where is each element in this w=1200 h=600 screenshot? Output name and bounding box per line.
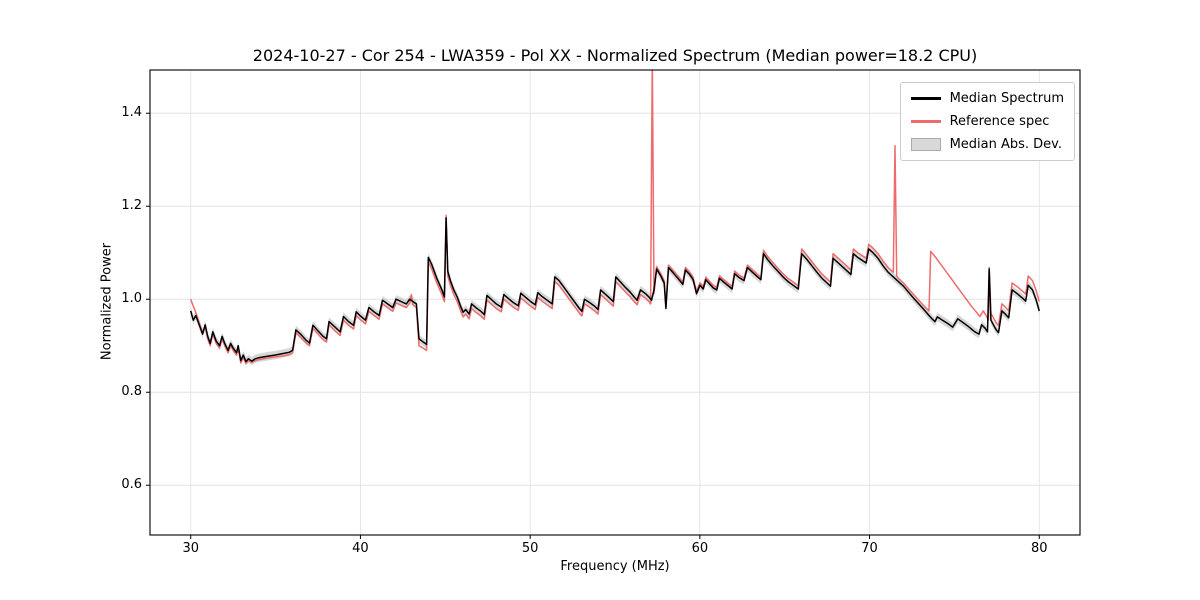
legend-entry: Median Spectrum: [910, 90, 1064, 107]
legend-line-sample: [910, 120, 941, 123]
legend-label: Median Spectrum: [949, 91, 1064, 106]
y-tick-label-1.2: 1.2: [121, 198, 142, 214]
legend-entry: Reference spec: [910, 113, 1064, 130]
legend-label: Reference spec: [949, 114, 1050, 129]
legend-label: Median Abs. Dev.: [949, 137, 1063, 152]
y-tick-label-0.6: 0.6: [121, 477, 142, 493]
legend: Median Spectrum Reference spec Median Abs.…: [899, 82, 1075, 161]
x-tick-label-80: 80: [1030, 541, 1048, 556]
y-tick-label-1.0: 1.0: [121, 291, 142, 307]
y-tick-label-1.4: 1.4: [121, 105, 142, 121]
x-tick-label-30: 30: [182, 541, 199, 556]
x-axis-label: Frequency (MHz): [560, 559, 670, 574]
x-tick-label-60: 60: [691, 541, 709, 556]
x-tick-label-70: 70: [861, 541, 878, 556]
x-tick-label-40: 40: [352, 541, 369, 556]
legend-entry: Median Abs. Dev.: [910, 136, 1064, 153]
x-tick-label-50: 50: [521, 541, 539, 556]
chart-title: 2024-10-27 - Cor 254 - LWA359 - Pol XX -…: [252, 46, 978, 65]
y-tick-label-0.8: 0.8: [121, 384, 142, 400]
legend-patch-sample: [910, 138, 941, 151]
legend-line-sample: [910, 97, 941, 100]
